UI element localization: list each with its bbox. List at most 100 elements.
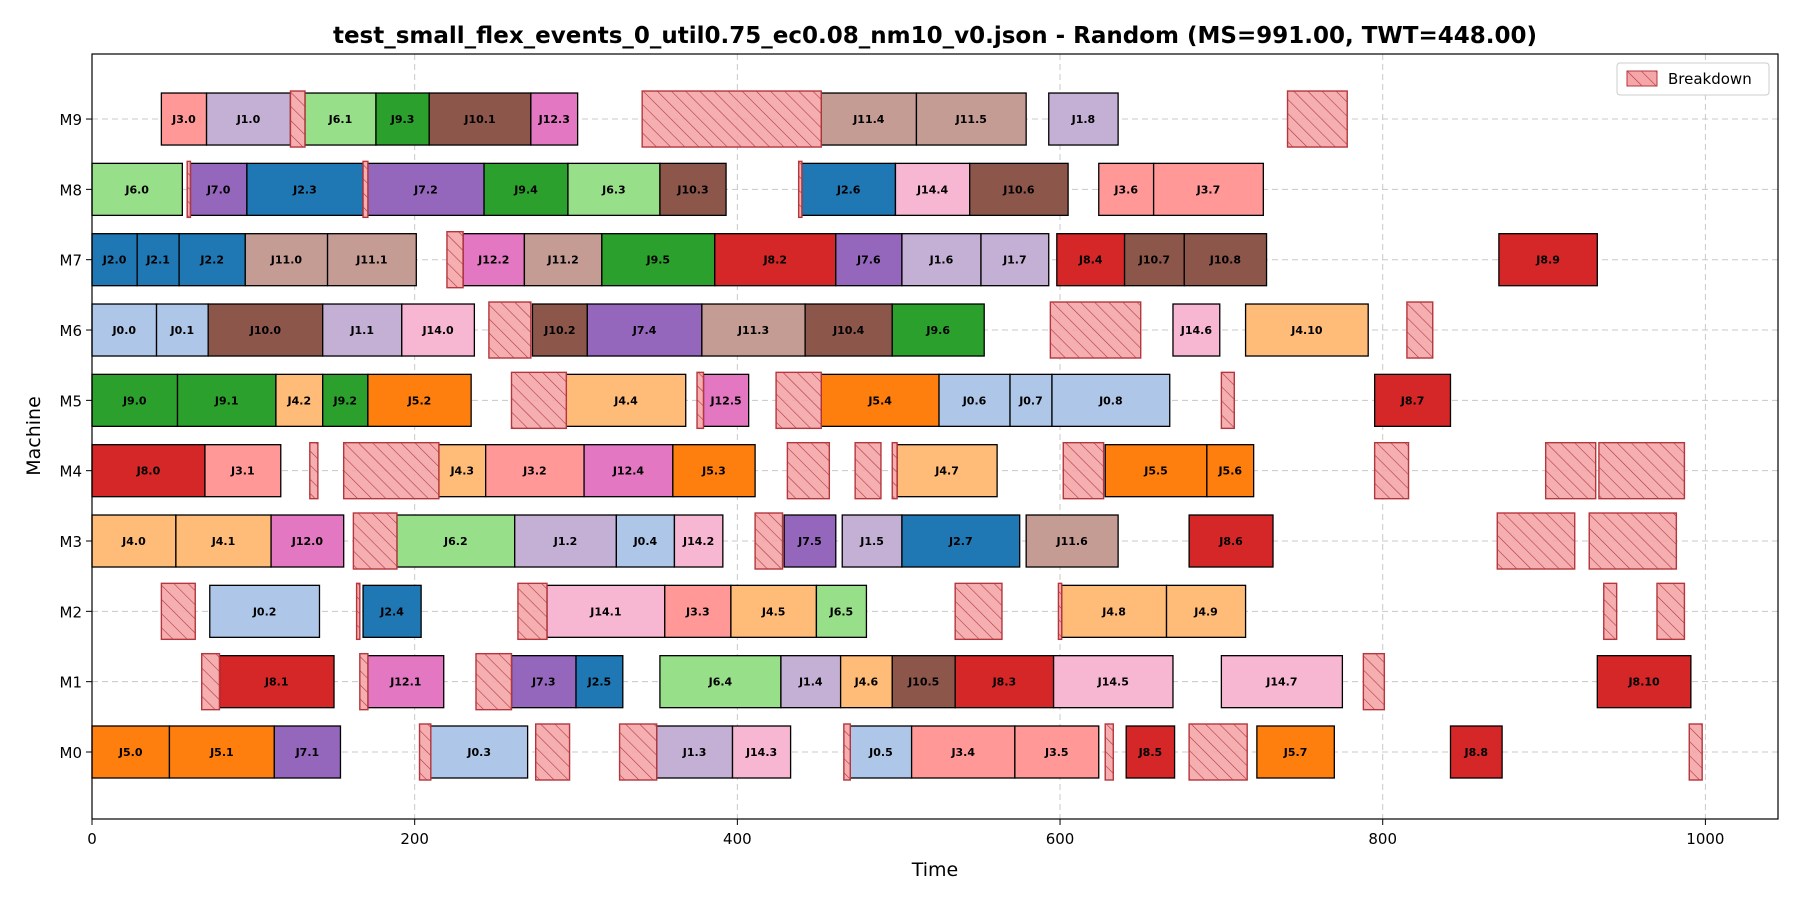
breakdown-bar (362, 160, 369, 219)
operation-label: J6.4 (708, 676, 733, 689)
operation-bar: J14.7 (1220, 655, 1344, 709)
breakdown-outline (362, 160, 369, 219)
operation-bar: J8.5 (1125, 725, 1176, 779)
operation-bar: J9.3 (375, 92, 430, 146)
breakdown-outline (754, 512, 784, 570)
operation-bar: J10.6 (969, 162, 1069, 217)
operation-bar: J2.1 (136, 233, 180, 287)
operation-rect (275, 373, 324, 428)
operation-bar: J11.1 (326, 233, 417, 287)
operation-bar: J10.8 (1183, 233, 1268, 287)
operation-label: J14.6 (1180, 324, 1213, 337)
legend: Breakdown (1616, 62, 1770, 96)
breakdown-hatch (1063, 442, 1104, 499)
operation-label: J7.0 (206, 183, 231, 196)
operation-bar: J8.0 (91, 444, 206, 498)
operation-label: J3.2 (522, 465, 547, 478)
operation-bar: J4.5 (730, 584, 818, 638)
operation-rect (969, 162, 1069, 217)
operation-bar: J1.6 (901, 233, 982, 287)
breakdown-hatch (697, 372, 704, 429)
operation-label: J6.2 (443, 535, 468, 548)
operation-label: J2.7 (948, 535, 973, 548)
breakdown-outline (1544, 441, 1597, 500)
operation-label: J12.5 (709, 394, 741, 407)
operation-bar: J10.3 (659, 162, 727, 217)
operation-rect (839, 655, 893, 709)
operation-label: J8.6 (1218, 535, 1243, 548)
operation-label: J12.1 (389, 676, 421, 689)
operation-bar: J8.10 (1596, 655, 1692, 709)
breakdown-outline (352, 512, 398, 570)
operation-label: J8.10 (1627, 676, 1660, 689)
operation-bar: J7.1 (273, 725, 342, 779)
breakdown-bar (1598, 441, 1686, 500)
operation-rect (189, 162, 248, 217)
operation-bar: J12.3 (530, 92, 579, 146)
breakdown-hatch (1105, 724, 1114, 780)
breakdown-bar (488, 301, 532, 359)
operation-label: J4.4 (613, 394, 638, 407)
operation-bar: J9.4 (483, 162, 569, 217)
operation-rect (1051, 373, 1171, 428)
breakdown-bar (289, 90, 306, 148)
operation-bar: J4.10 (1244, 303, 1369, 357)
operation-rect (835, 233, 903, 287)
operation-label: J1.0 (236, 113, 261, 126)
operation-bar: J2.3 (246, 162, 364, 217)
operation-label: J8.4 (1078, 254, 1103, 267)
breakdown-bar (352, 512, 398, 570)
breakdown-hatch (419, 724, 431, 780)
operation-bar: J0.7 (1009, 373, 1053, 428)
operation-label: J5.1 (209, 746, 234, 759)
operation-label: J4.0 (121, 535, 146, 548)
operation-label: J4.2 (287, 394, 312, 407)
breakdown-bar (1373, 441, 1410, 500)
operation-bar: J11.3 (701, 303, 806, 357)
operation-label: J11.4 (852, 113, 885, 126)
operation-bar: J6.1 (304, 92, 377, 146)
operation-rect (546, 584, 666, 638)
operation-bar: J0.1 (155, 303, 209, 357)
operation-rect (367, 655, 445, 709)
operation-label: J3.0 (171, 113, 196, 126)
operation-label: J2.5 (587, 676, 612, 689)
operation-rect (523, 233, 603, 287)
breakdown-hatch (535, 724, 570, 780)
operation-bar: J8.6 (1188, 514, 1274, 568)
breakdown-hatch (1374, 442, 1409, 499)
operation-bar: J8.3 (954, 655, 1055, 709)
breakdown-outline (1588, 512, 1678, 570)
y-tick-label: M2 (60, 603, 83, 621)
operation-rect (575, 655, 624, 709)
operation-rect (322, 303, 403, 357)
breakdown-outline (289, 90, 306, 148)
legend-label-breakdown: Breakdown (1668, 70, 1752, 88)
y-tick-label: M6 (60, 322, 83, 340)
breakdown-outline (1049, 301, 1142, 359)
y-tick-label: M4 (60, 463, 83, 481)
operation-rect (731, 725, 792, 779)
operation-rect (820, 92, 918, 146)
operation-bar: J10.0 (207, 303, 324, 357)
operation-rect (1220, 655, 1344, 709)
operation-label: J3.1 (230, 465, 255, 478)
breakdown-bar (309, 441, 319, 500)
operation-bar: J3.7 (1152, 162, 1264, 217)
breakdown-outline (891, 441, 898, 500)
breakdown-outline (1362, 652, 1386, 711)
operation-rect (730, 584, 818, 638)
breakdown-bar (797, 160, 803, 219)
operation-label: J6.3 (601, 183, 626, 196)
breakdown-outline (1188, 723, 1248, 781)
breakdown-hatch (187, 161, 191, 218)
operation-rect (1048, 92, 1119, 146)
operation-rect (362, 584, 422, 638)
operation-rect (701, 303, 806, 357)
operation-rect (565, 373, 687, 428)
breakdown-outline (854, 441, 882, 500)
operation-bar: J8.4 (1056, 233, 1126, 287)
operation-label: J1.5 (859, 535, 884, 548)
operation-label: J2.1 (145, 254, 170, 267)
operation-bar: J8.2 (714, 233, 837, 287)
